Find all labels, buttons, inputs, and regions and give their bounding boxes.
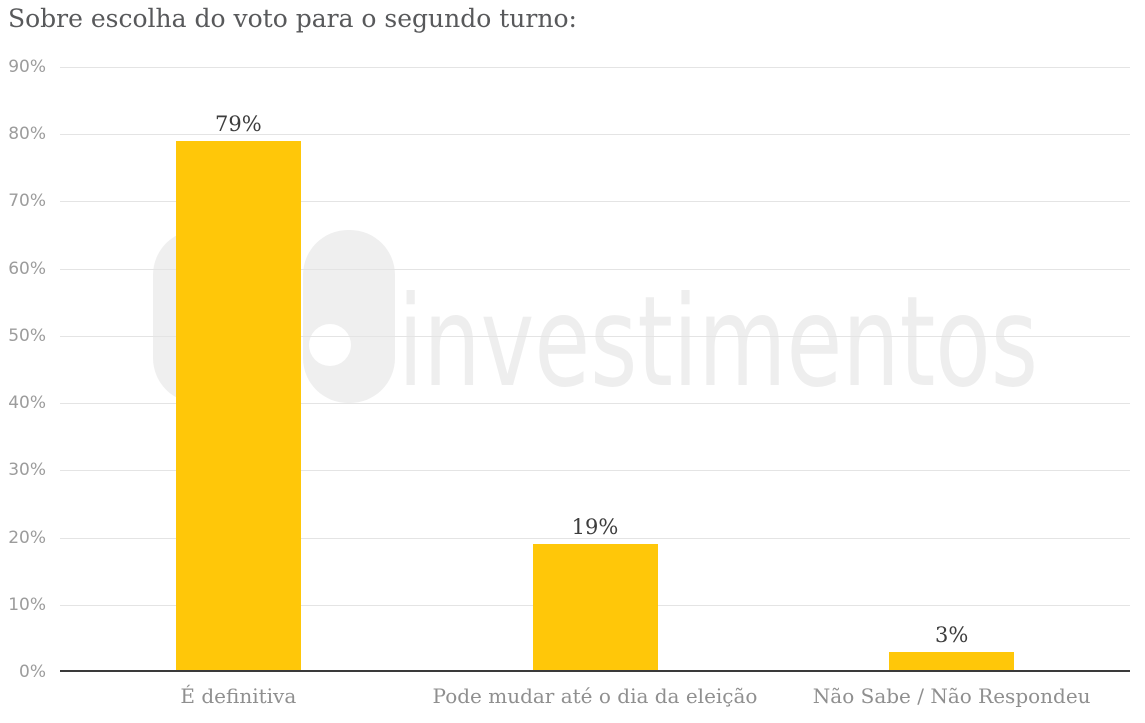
gridline: [60, 403, 1130, 405]
y-tick-label: 30%: [8, 460, 46, 481]
bar-value-label: 79%: [214, 111, 262, 136]
y-tick-label: 0%: [19, 662, 46, 682]
x-axis-line: [60, 670, 1130, 672]
y-tick-label: 90%: [8, 57, 46, 77]
gridline: [60, 134, 1130, 136]
bar-value-label: 3%: [935, 622, 969, 647]
bar-column: 79%: [60, 67, 417, 672]
y-tick-label: 80%: [8, 124, 46, 145]
gridline: [60, 67, 1130, 68]
bar: 3%: [889, 623, 1015, 672]
category-label: Não Sabe / Não Respondeu: [812, 684, 1091, 708]
bar: 19%: [532, 515, 658, 672]
gridline: [60, 537, 1130, 539]
category-label: Pode mudar até o dia da eleição: [432, 684, 758, 708]
y-tick-label: 40%: [8, 393, 46, 414]
bar-column: 19%: [417, 67, 774, 672]
y-tick-label: 50%: [8, 325, 46, 346]
watermark-text: investimentos: [398, 270, 1038, 415]
bar-value-label: 19%: [571, 515, 619, 540]
bars: 79% 19% 3%: [60, 67, 1130, 672]
y-tick-label: 70%: [8, 191, 46, 212]
y-tick-label: 60%: [8, 258, 46, 279]
y-tick-label: 10%: [8, 594, 46, 615]
gridline: [60, 335, 1130, 337]
gridline: [60, 268, 1130, 270]
category-label: É definitiva: [180, 684, 297, 708]
gridline: [60, 201, 1130, 203]
y-axis-tick-labels: 0% 10% 20% 30% 40% 50% 60% 70% 80% 90%: [0, 57, 46, 682]
gridline: [60, 470, 1130, 472]
bar-column: 3%: [773, 67, 1130, 672]
x-axis-labels: É definitiva Pode mudar até o dia da elei…: [60, 684, 1130, 708]
bar: 79%: [175, 112, 301, 672]
plot-area: investimentos 79% 19% 3%: [60, 67, 1130, 672]
y-tick-label: 20%: [8, 527, 46, 548]
chart-title: Sobre escolha do voto para o segundo tur…: [8, 4, 577, 33]
